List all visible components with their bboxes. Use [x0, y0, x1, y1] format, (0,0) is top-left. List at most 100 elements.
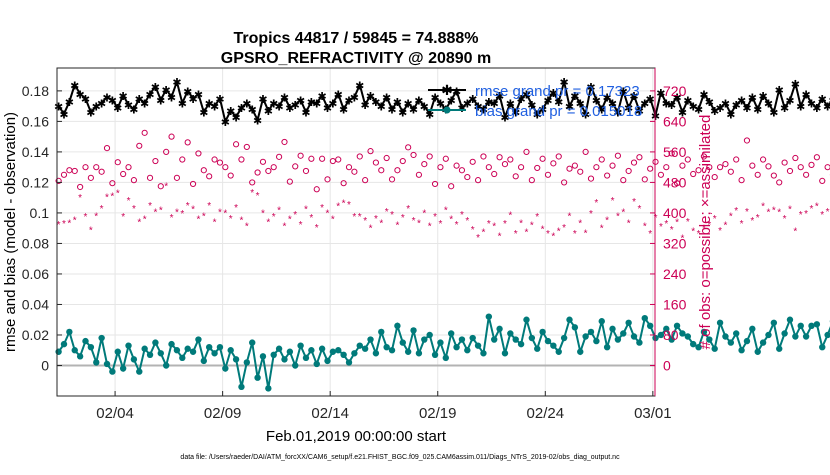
obs-assimilated-point: * [600, 224, 604, 235]
obs-possible-point [825, 165, 830, 170]
obs-assimilated-point: * [159, 205, 163, 216]
bias-point [609, 326, 615, 332]
obs-possible-point [492, 171, 497, 176]
obs-possible-point [465, 174, 470, 179]
bias-point [690, 341, 696, 347]
obs-possible-point [449, 184, 454, 189]
bias-point [378, 329, 384, 335]
bias-point [174, 347, 180, 353]
bias-point [400, 339, 406, 345]
rmse-point: ✱ [646, 94, 655, 106]
obs-assimilated-point: * [73, 215, 77, 226]
obs-possible-point [330, 158, 335, 163]
obs-possible-point [287, 179, 292, 184]
rmse-point: ✱ [425, 109, 434, 121]
y2-tick-label: 160 [663, 296, 687, 312]
obs-possible-point [325, 177, 330, 182]
y2-tick-label: 640 [663, 113, 687, 129]
bias-point [599, 318, 605, 324]
bias-point [281, 356, 287, 362]
obs-assimilated-point: * [492, 221, 496, 232]
obs-possible-point [99, 169, 104, 174]
obs-possible-point [809, 162, 814, 167]
bias-point [292, 362, 298, 368]
bias-point [276, 346, 282, 352]
obs-assimilated-point: * [594, 198, 598, 209]
obs-assimilated-point: * [100, 204, 104, 215]
obs-possible-point [61, 172, 66, 177]
footer-data-file: data file: /Users/raeder/DAI/ATM_forcXX/… [180, 454, 620, 461]
obs-possible-point [314, 187, 319, 192]
obs-possible-point [443, 156, 448, 161]
bias-point [798, 323, 804, 329]
rmse-point: ✱ [742, 103, 751, 115]
obs-possible-point [518, 165, 523, 170]
obs-assimilated-point: * [718, 226, 722, 237]
bias-point [426, 332, 432, 338]
rmse-point: ✱ [334, 89, 343, 101]
obs-possible-point [207, 174, 212, 179]
bias-point [432, 352, 438, 358]
obs-possible-point [137, 143, 142, 148]
obs-possible-point [293, 164, 298, 169]
bias-point [271, 352, 277, 358]
obs-assimilated-point: * [94, 211, 98, 222]
obs-assimilated-point: * [643, 221, 647, 232]
obs-assimilated-point: * [815, 202, 819, 213]
bias-point [244, 359, 250, 365]
bias-point [615, 336, 621, 342]
bias-point [620, 330, 626, 336]
obs-assimilated-point: * [331, 215, 335, 226]
obs-assimilated-point: * [637, 204, 641, 215]
bias-point [507, 330, 513, 336]
obs-possible-point [739, 178, 744, 183]
obs-assimilated-point: * [734, 206, 738, 217]
obs-assimilated-point: * [530, 221, 534, 232]
obs-possible-point [454, 163, 459, 168]
bias-point [362, 346, 368, 352]
bias-point [486, 313, 492, 319]
bias-point [330, 349, 336, 355]
obs-possible-point [572, 163, 577, 168]
bias-point [469, 335, 475, 341]
chart-subtitle: GPSRO_REFRACTIVITY @ 20890 m [221, 50, 492, 67]
obs-possible-point [298, 153, 303, 158]
bias-point [443, 355, 449, 361]
bias-point [733, 330, 739, 336]
obs-possible-point [766, 164, 771, 169]
obs-assimilated-point: * [471, 225, 475, 236]
obs-assimilated-point: * [261, 208, 265, 219]
obs-possible-point [535, 165, 540, 170]
obs-possible-point [594, 165, 599, 170]
legend-bias-marker [444, 107, 451, 114]
obs-assimilated-point: * [110, 192, 114, 203]
obs-assimilated-point: * [374, 214, 378, 225]
x-tick-label: 02/04 [96, 405, 134, 422]
obs-possible-point [567, 166, 572, 171]
obs-assimilated-point: * [315, 223, 319, 234]
rmse-point: ✱ [769, 108, 778, 120]
rmse-point: ✱ [194, 89, 203, 101]
obs-assimilated-point: * [105, 192, 109, 203]
bias-point [254, 374, 260, 380]
bias-point [389, 347, 395, 353]
obs-assimilated-point: * [304, 205, 308, 216]
obs-assimilated-point: * [546, 229, 550, 240]
obs-assimilated-point: * [390, 210, 394, 221]
obs-assimilated-point: * [605, 215, 609, 226]
bias-point [819, 344, 825, 350]
rmse-point: ✱ [129, 105, 138, 117]
bias-point [394, 323, 400, 329]
legend-bias-label: bias grand pr = 0.015018 [475, 103, 642, 120]
rmse-point: ✱ [785, 96, 794, 108]
rmse-point: ✱ [748, 92, 757, 104]
obs-possible-point [115, 160, 120, 165]
obs-possible-point [395, 168, 400, 173]
x-tick-label: 02/14 [311, 405, 349, 422]
obs-assimilated-point: * [761, 202, 765, 213]
obs-possible-point [233, 142, 238, 147]
obs-assimilated-point: * [826, 207, 830, 218]
obs-possible-point [180, 157, 185, 162]
obs-possible-point [271, 165, 276, 170]
obs-possible-point [691, 171, 696, 176]
